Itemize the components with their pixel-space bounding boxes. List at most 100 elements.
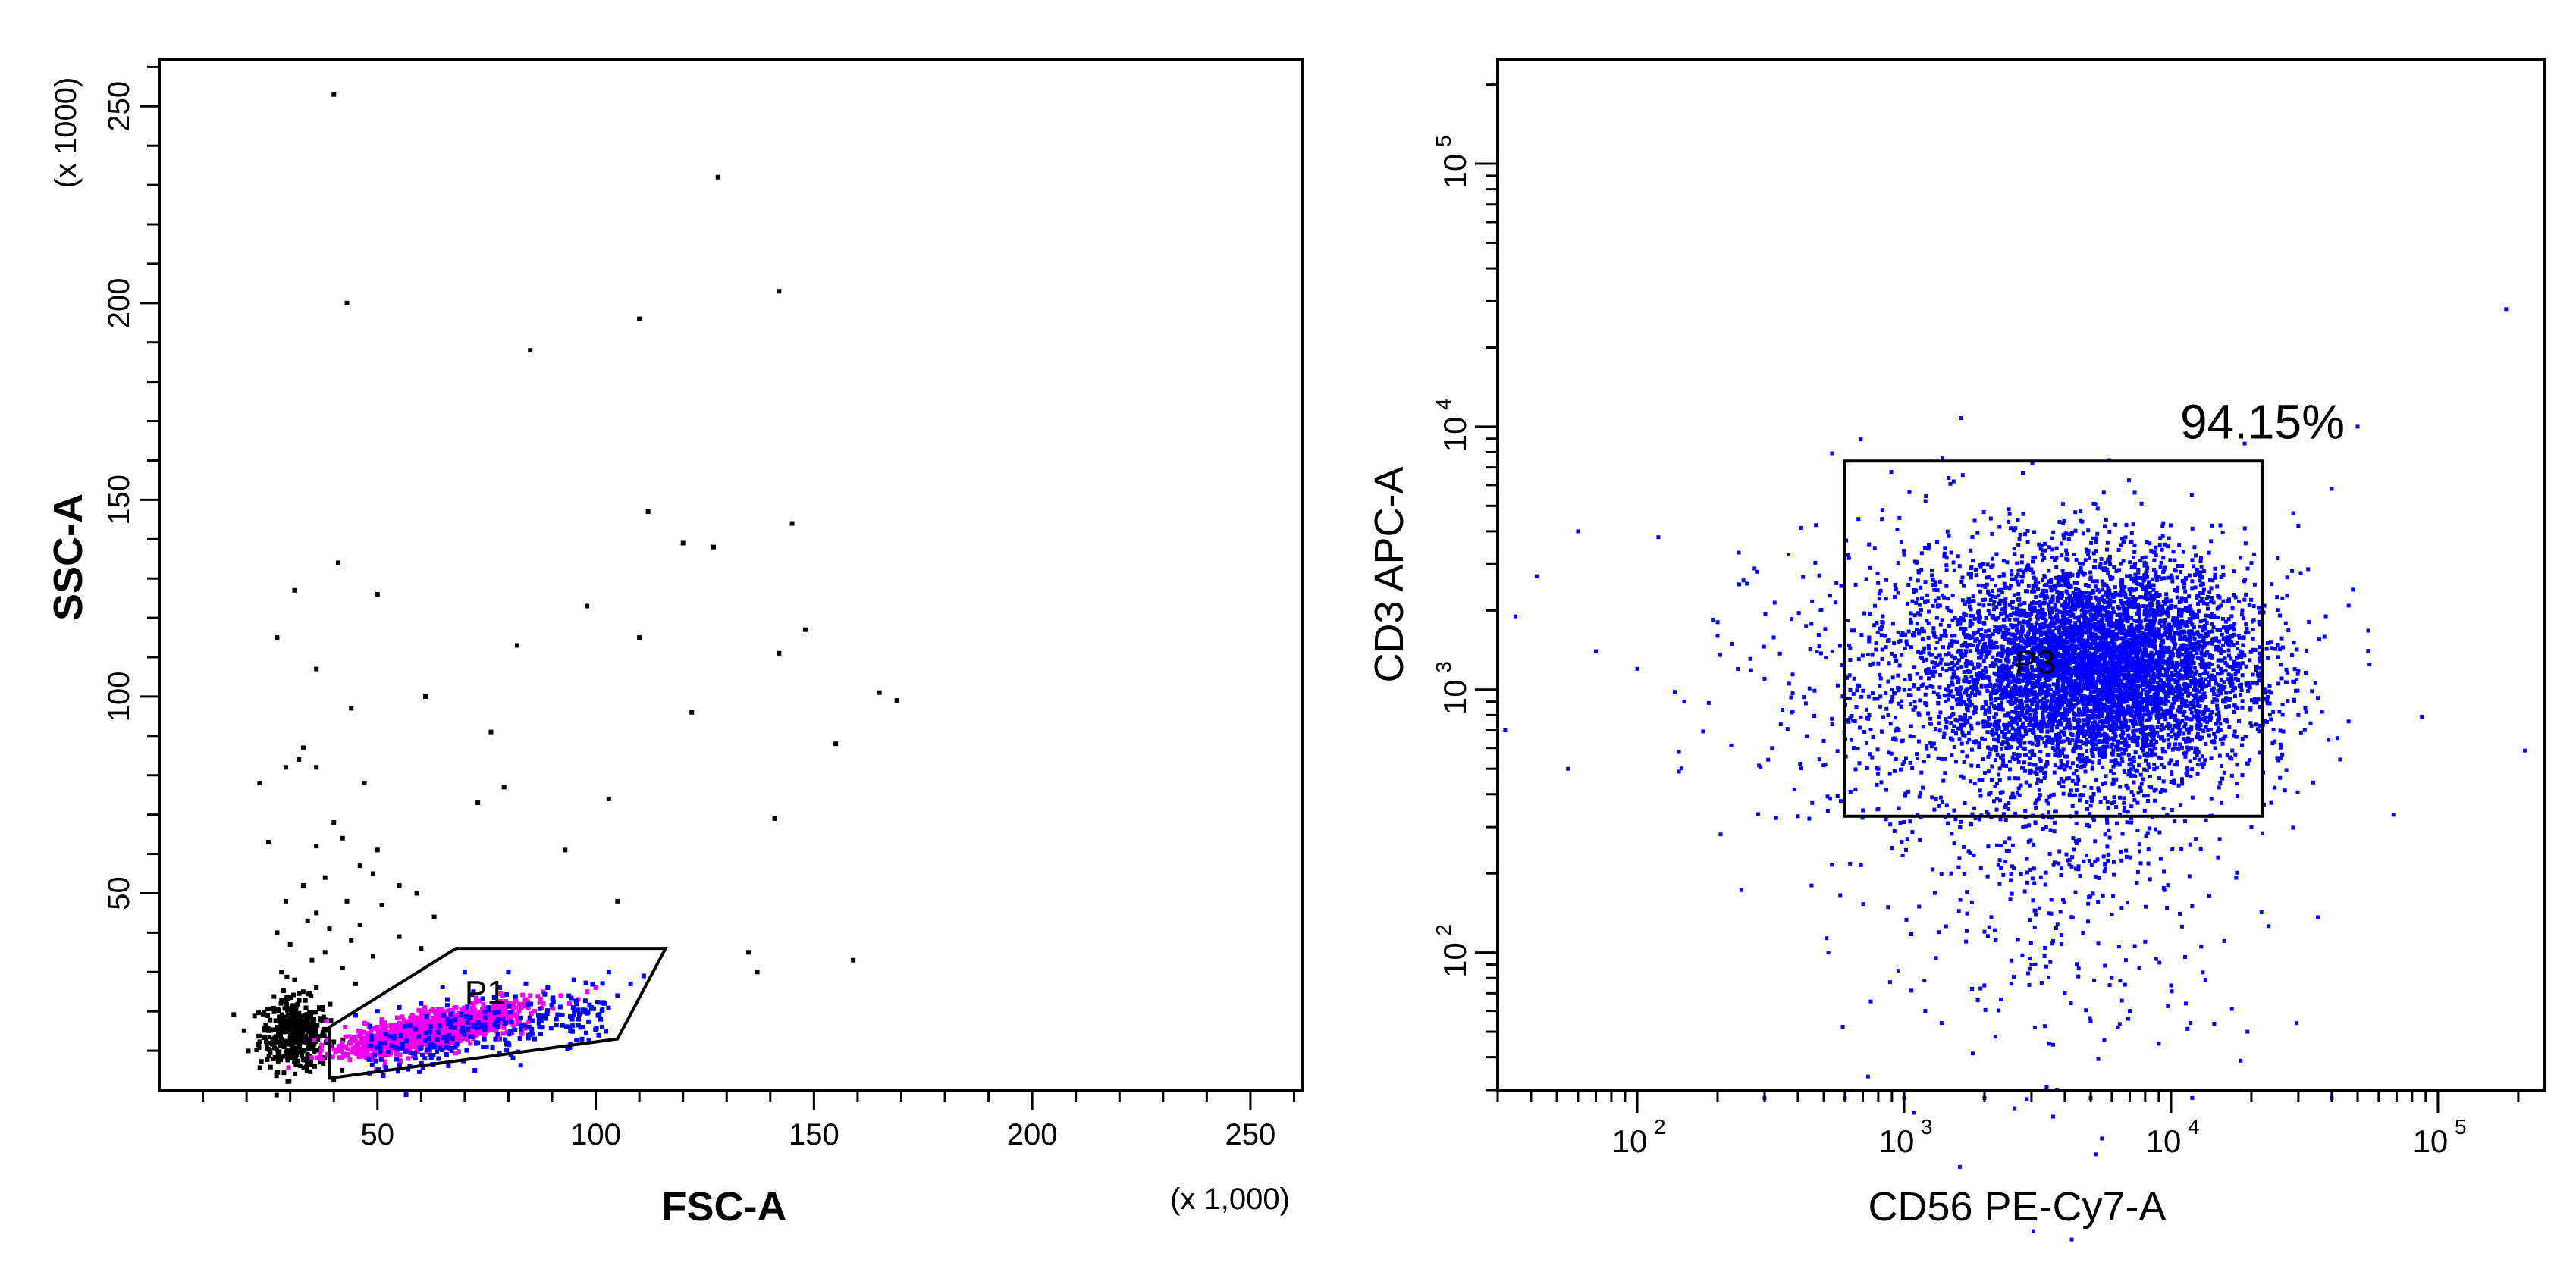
event-dot	[2038, 793, 2042, 797]
event-dot	[2183, 623, 2188, 628]
event-dot	[2065, 552, 2069, 556]
event-dot	[264, 1043, 269, 1048]
event-dot	[2094, 778, 2098, 782]
event-dot	[645, 509, 651, 514]
event-dot	[2053, 602, 2057, 606]
event-dot	[398, 1033, 403, 1038]
event-dot	[2198, 570, 2203, 575]
event-dot	[409, 1031, 414, 1036]
event-dot	[2054, 653, 2058, 657]
event-dot	[586, 1019, 591, 1024]
event-dot	[2139, 713, 2144, 718]
event-dot	[309, 994, 314, 999]
event-dot	[2085, 710, 2089, 714]
event-dot	[2240, 773, 2245, 778]
event-dot	[600, 981, 605, 986]
event-dot	[472, 1024, 478, 1029]
event-dot	[2322, 634, 2327, 639]
event-dot	[2006, 699, 2010, 703]
event-dot	[518, 1023, 523, 1029]
event-dot	[514, 643, 519, 648]
event-dot	[292, 587, 297, 593]
event-dot	[279, 1037, 284, 1042]
event-dot	[276, 1032, 281, 1038]
event-dot	[369, 1037, 374, 1042]
event-dot	[1956, 649, 1961, 653]
event-dot	[281, 1070, 287, 1076]
event-dot	[2213, 566, 2217, 571]
event-dot	[397, 1004, 402, 1010]
event-dot	[2024, 655, 2028, 659]
y-tick-label: 150	[102, 475, 136, 525]
event-dot	[2103, 646, 2107, 650]
event-dot	[1924, 657, 1928, 662]
event-dot	[287, 1015, 293, 1020]
event-dot	[2150, 577, 2154, 581]
event-dot	[2226, 677, 2231, 681]
event-dot	[284, 1029, 289, 1035]
event-dot	[851, 957, 856, 963]
event-dot	[413, 1051, 418, 1057]
event-dot	[286, 1040, 291, 1045]
event-dot	[378, 1045, 383, 1051]
event-dot	[2111, 730, 2116, 735]
event-dot	[2280, 596, 2285, 600]
event-dot	[551, 1006, 556, 1011]
event-dot	[2086, 617, 2091, 622]
event-dot	[2195, 772, 2200, 776]
event-dot	[340, 1037, 346, 1042]
event-dot	[2278, 647, 2283, 652]
event-dot	[2145, 562, 2149, 566]
event-dot	[2041, 716, 2045, 720]
event-dot	[346, 1034, 351, 1039]
event-dot	[300, 1053, 305, 1058]
event-dot	[309, 957, 315, 963]
event-dot	[284, 999, 289, 1004]
event-dot	[470, 1017, 475, 1022]
event-dot	[2229, 773, 2234, 778]
event-dot	[447, 1033, 452, 1038]
event-dot	[420, 1065, 425, 1070]
event-dot	[2100, 693, 2104, 697]
event-dot	[2093, 655, 2098, 659]
event-dot	[2179, 668, 2183, 672]
event-dot	[514, 1011, 519, 1017]
event-dot	[459, 1007, 464, 1013]
event-dot	[466, 1015, 472, 1020]
event-dot	[510, 1055, 516, 1060]
event-dot	[284, 995, 290, 1000]
event-dot	[2030, 636, 2035, 641]
event-dot	[478, 1024, 483, 1029]
event-dot	[2163, 625, 2167, 630]
event-dot	[2138, 619, 2143, 624]
event-dot	[528, 993, 533, 998]
event-dot	[475, 800, 481, 806]
event-dot	[545, 985, 551, 991]
event-dot	[2019, 568, 2023, 572]
event-dot	[478, 1010, 483, 1015]
event-dot	[401, 1029, 406, 1035]
event-dot	[285, 1048, 290, 1053]
event-dot	[444, 1038, 450, 1044]
event-dot	[2172, 763, 2176, 767]
event-dot	[2031, 559, 2035, 564]
event-dot	[417, 1069, 422, 1074]
event-dot	[2091, 753, 2095, 758]
event-dot	[497, 1051, 502, 1056]
event-dot	[444, 997, 450, 1002]
event-dot	[482, 1030, 488, 1035]
event-dot	[452, 1025, 457, 1030]
event-dot	[458, 1011, 463, 1017]
event-dot	[2066, 760, 2070, 765]
event-dot	[528, 1032, 533, 1038]
event-dot	[457, 1023, 463, 1029]
plot-frame-left	[158, 58, 1304, 1092]
event-dot	[405, 1027, 410, 1032]
event-dot	[2148, 653, 2153, 658]
event-dot	[516, 1001, 522, 1007]
event-dot	[2185, 676, 2189, 681]
event-dot	[2039, 719, 2044, 724]
event-dot	[615, 898, 620, 904]
event-dot	[351, 1050, 356, 1055]
event-dot	[359, 1052, 364, 1057]
